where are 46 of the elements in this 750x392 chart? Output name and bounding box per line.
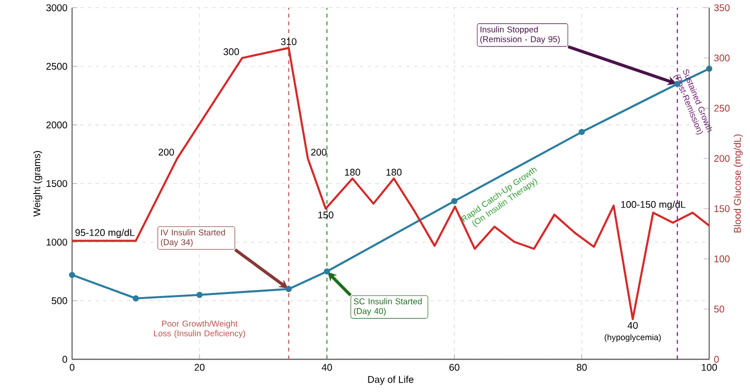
x-tick-label: 60	[449, 364, 460, 371]
y2-tick-label: 150	[714, 205, 730, 212]
annotation: (hypoglycemia)	[604, 334, 661, 342]
data-label: 200	[311, 148, 326, 156]
data-label: 150	[318, 211, 334, 218]
x-tick-label: 20	[194, 364, 205, 371]
x-tick-label: 0	[70, 364, 74, 371]
y2-tick-label: 100	[714, 255, 730, 262]
x-tick-label: 40	[322, 364, 332, 371]
y-axis-title: Weight (grams)	[33, 150, 42, 216]
x-tick-label: 100	[702, 364, 717, 371]
data-label: 95-120 mg/dL	[75, 228, 135, 238]
y-tick-label: 2500	[46, 62, 68, 70]
point	[196, 292, 203, 298]
data-label: 300	[224, 48, 239, 55]
data-label: 40	[628, 322, 638, 329]
y2-tick-label: 250	[714, 104, 730, 112]
data-label: 180	[386, 168, 402, 176]
point	[132, 295, 139, 302]
y2-tick-label: 50	[714, 305, 724, 312]
data-label: 200	[158, 148, 174, 156]
point	[451, 198, 458, 204]
y-tick-label: 500	[52, 297, 68, 304]
annotation: Insulin Stopped (Remission - Day 95)	[480, 26, 560, 44]
y2-tick-label: 300	[714, 54, 730, 62]
y-tick-label: 3000	[46, 4, 68, 12]
point	[68, 272, 76, 278]
y-tick-label: 1000	[46, 238, 68, 246]
data-label: 180	[345, 168, 360, 176]
annotation: SC Insulin Started (Day 40)	[354, 298, 422, 316]
y-tick-label: 2000	[46, 121, 68, 128]
y2-axis-title: Blood Glucose (mg/dL)	[734, 134, 743, 232]
point	[286, 286, 292, 292]
x-tick-label: 80	[576, 364, 587, 371]
y-tick-label: 0	[62, 356, 68, 363]
point	[578, 128, 585, 135]
data-label: 100-150 mg/dL	[621, 200, 686, 210]
y2-tick-label: 0	[714, 356, 719, 363]
data-label: 310	[280, 38, 296, 45]
y2-tick-label: 350	[714, 4, 730, 12]
y-tick-label: 1500	[46, 180, 68, 187]
y2-tick-label: 200	[714, 154, 730, 162]
x-axis-title: Day of Life	[368, 376, 414, 385]
annotation: Poor Growth/Weight Loss (Insulin Deficiency)	[154, 320, 246, 338]
annotation: IV Insulin Started (Day 34)	[160, 229, 225, 247]
point	[324, 268, 330, 274]
